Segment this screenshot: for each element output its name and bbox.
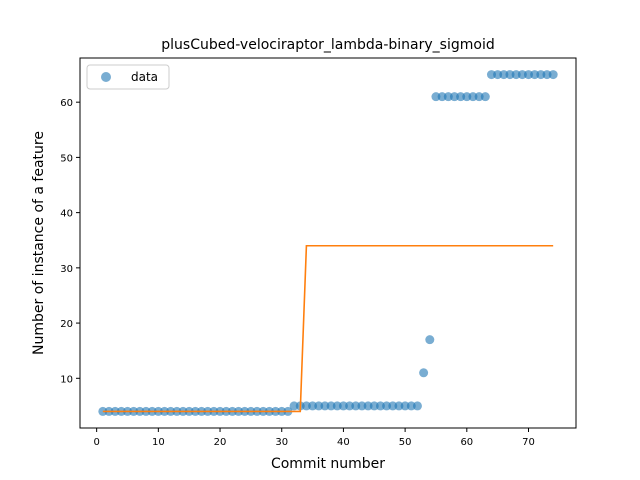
data-point (314, 401, 324, 411)
x-tick-label: 20 (214, 437, 227, 448)
data-point (486, 70, 496, 80)
data-point (437, 92, 447, 102)
data-point (548, 70, 558, 80)
data-point (449, 92, 459, 102)
y-tick-label: 10 (60, 374, 73, 385)
data-point (406, 401, 416, 411)
data-point (388, 401, 398, 411)
data-point (394, 401, 404, 411)
x-tick-label: 10 (152, 437, 165, 448)
x-tick-label: 0 (93, 437, 99, 448)
data-point (357, 401, 367, 411)
data-point (493, 70, 503, 80)
data-point (326, 401, 336, 411)
legend-box (86, 64, 170, 90)
y-tick-label: 60 (60, 98, 73, 109)
data-point (382, 401, 392, 411)
data-point (332, 401, 342, 411)
data-point (98, 406, 108, 416)
data-point (301, 401, 311, 411)
data-point (345, 401, 355, 411)
data-point (462, 92, 472, 102)
x-tick-label: 40 (337, 437, 350, 448)
data-point (400, 401, 410, 411)
data-point (542, 70, 552, 80)
chart-title: plusCubed-velociraptor_lambda-binary_sig… (161, 37, 494, 53)
data-point (338, 401, 348, 411)
data-point (474, 92, 484, 102)
y-axis-label: Number of instance of a feature (31, 131, 47, 355)
data-point (480, 92, 490, 102)
data-point (289, 401, 299, 411)
legend-marker-data (101, 72, 111, 82)
data-point (425, 335, 435, 345)
data-point (523, 70, 533, 80)
data-point (369, 401, 379, 411)
data-point (308, 401, 318, 411)
x-axis-label: Commit number (271, 456, 385, 472)
data-point (412, 401, 422, 411)
data-point (517, 70, 527, 80)
y-tick-label: 20 (60, 319, 73, 330)
data-point (363, 401, 373, 411)
y-tick-label: 30 (60, 264, 73, 275)
data-point (375, 401, 385, 411)
data-point (456, 92, 466, 102)
y-axis: 10 20 30 40 50 60 (60, 98, 80, 385)
plot-frame (79, 57, 577, 429)
data-point (505, 70, 515, 80)
data-point (468, 92, 478, 102)
data-point (530, 70, 540, 80)
data-point (443, 92, 453, 102)
fit-line (102, 244, 554, 413)
y-tick-label: 40 (60, 209, 73, 220)
data-point (431, 92, 441, 102)
data-point (499, 70, 509, 80)
x-tick-label: 70 (522, 437, 535, 448)
x-axis: 0 10 20 30 40 50 60 70 (93, 428, 535, 448)
x-tick-label: 30 (275, 437, 288, 448)
plot-area (98, 70, 558, 416)
data-point (320, 401, 330, 411)
data-point (351, 401, 361, 411)
x-tick-label: 50 (399, 437, 412, 448)
y-tick-label: 50 (60, 153, 73, 164)
legend: data (86, 64, 170, 90)
x-tick-label: 60 (460, 437, 473, 448)
legend-label-data: data (131, 70, 158, 84)
data-point (536, 70, 546, 80)
data-point (511, 70, 521, 80)
data-point (419, 368, 429, 378)
